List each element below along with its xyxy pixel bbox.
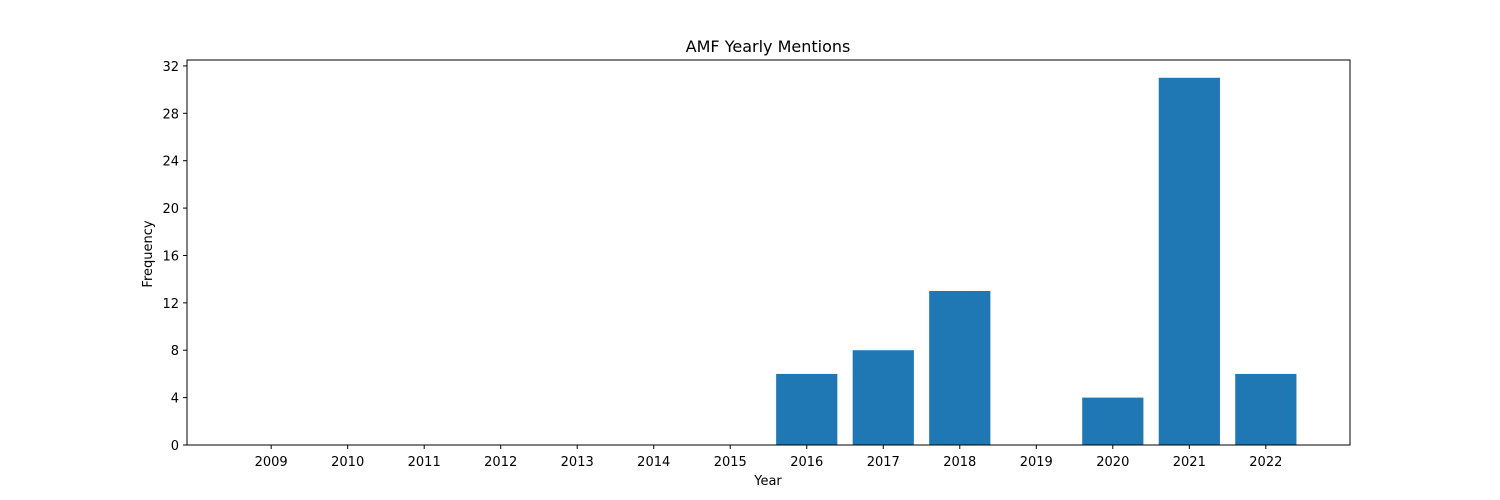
y-tick-label: 16: [162, 249, 179, 264]
bar-2022: [1235, 373, 1297, 445]
x-tick-label: 2018: [943, 455, 976, 470]
y-tick-label: 32: [162, 60, 179, 75]
x-tick-label: 2019: [1020, 455, 1053, 470]
bar-2020: [1082, 397, 1144, 445]
x-tick-label: 2021: [1173, 455, 1206, 470]
y-tick-label: 20: [162, 202, 179, 217]
bar-2017: [852, 350, 914, 445]
x-tick-label: 2013: [561, 455, 594, 470]
x-tick-label: 2017: [867, 455, 900, 470]
y-tick-label: 4: [171, 392, 179, 407]
x-tick-label: 2009: [255, 455, 288, 470]
plot-frame: [186, 59, 1351, 446]
y-tick-label: 12: [162, 297, 179, 312]
x-tick-label: 2012: [484, 455, 517, 470]
x-tick-label: 2016: [790, 455, 823, 470]
bar-2021: [1158, 77, 1220, 446]
x-tick-label: 2014: [637, 455, 670, 470]
chart-title: AMF Yearly Mentions: [686, 37, 851, 56]
x-tick-label: 2022: [1249, 455, 1282, 470]
y-tick-label: 28: [162, 107, 179, 122]
y-tick-label: 8: [171, 344, 179, 359]
bar-2016: [776, 373, 838, 445]
y-tick-label: 24: [162, 155, 179, 170]
bar-2018: [929, 291, 991, 445]
y-axis-label: Frequency: [141, 220, 156, 287]
plot-area: 0 4 8 12 16 20 24 28 32 2009 2010 2011 2012 2013 2014 2…: [162, 59, 1351, 470]
x-tick-label: 2010: [331, 455, 364, 470]
x-tick-label: 2020: [1096, 455, 1129, 470]
y-tick-label: 0: [171, 439, 179, 454]
x-tick-label: 2015: [714, 455, 747, 470]
x-tick-label: 2011: [408, 455, 441, 470]
x-axis-label: Year: [753, 474, 782, 489]
